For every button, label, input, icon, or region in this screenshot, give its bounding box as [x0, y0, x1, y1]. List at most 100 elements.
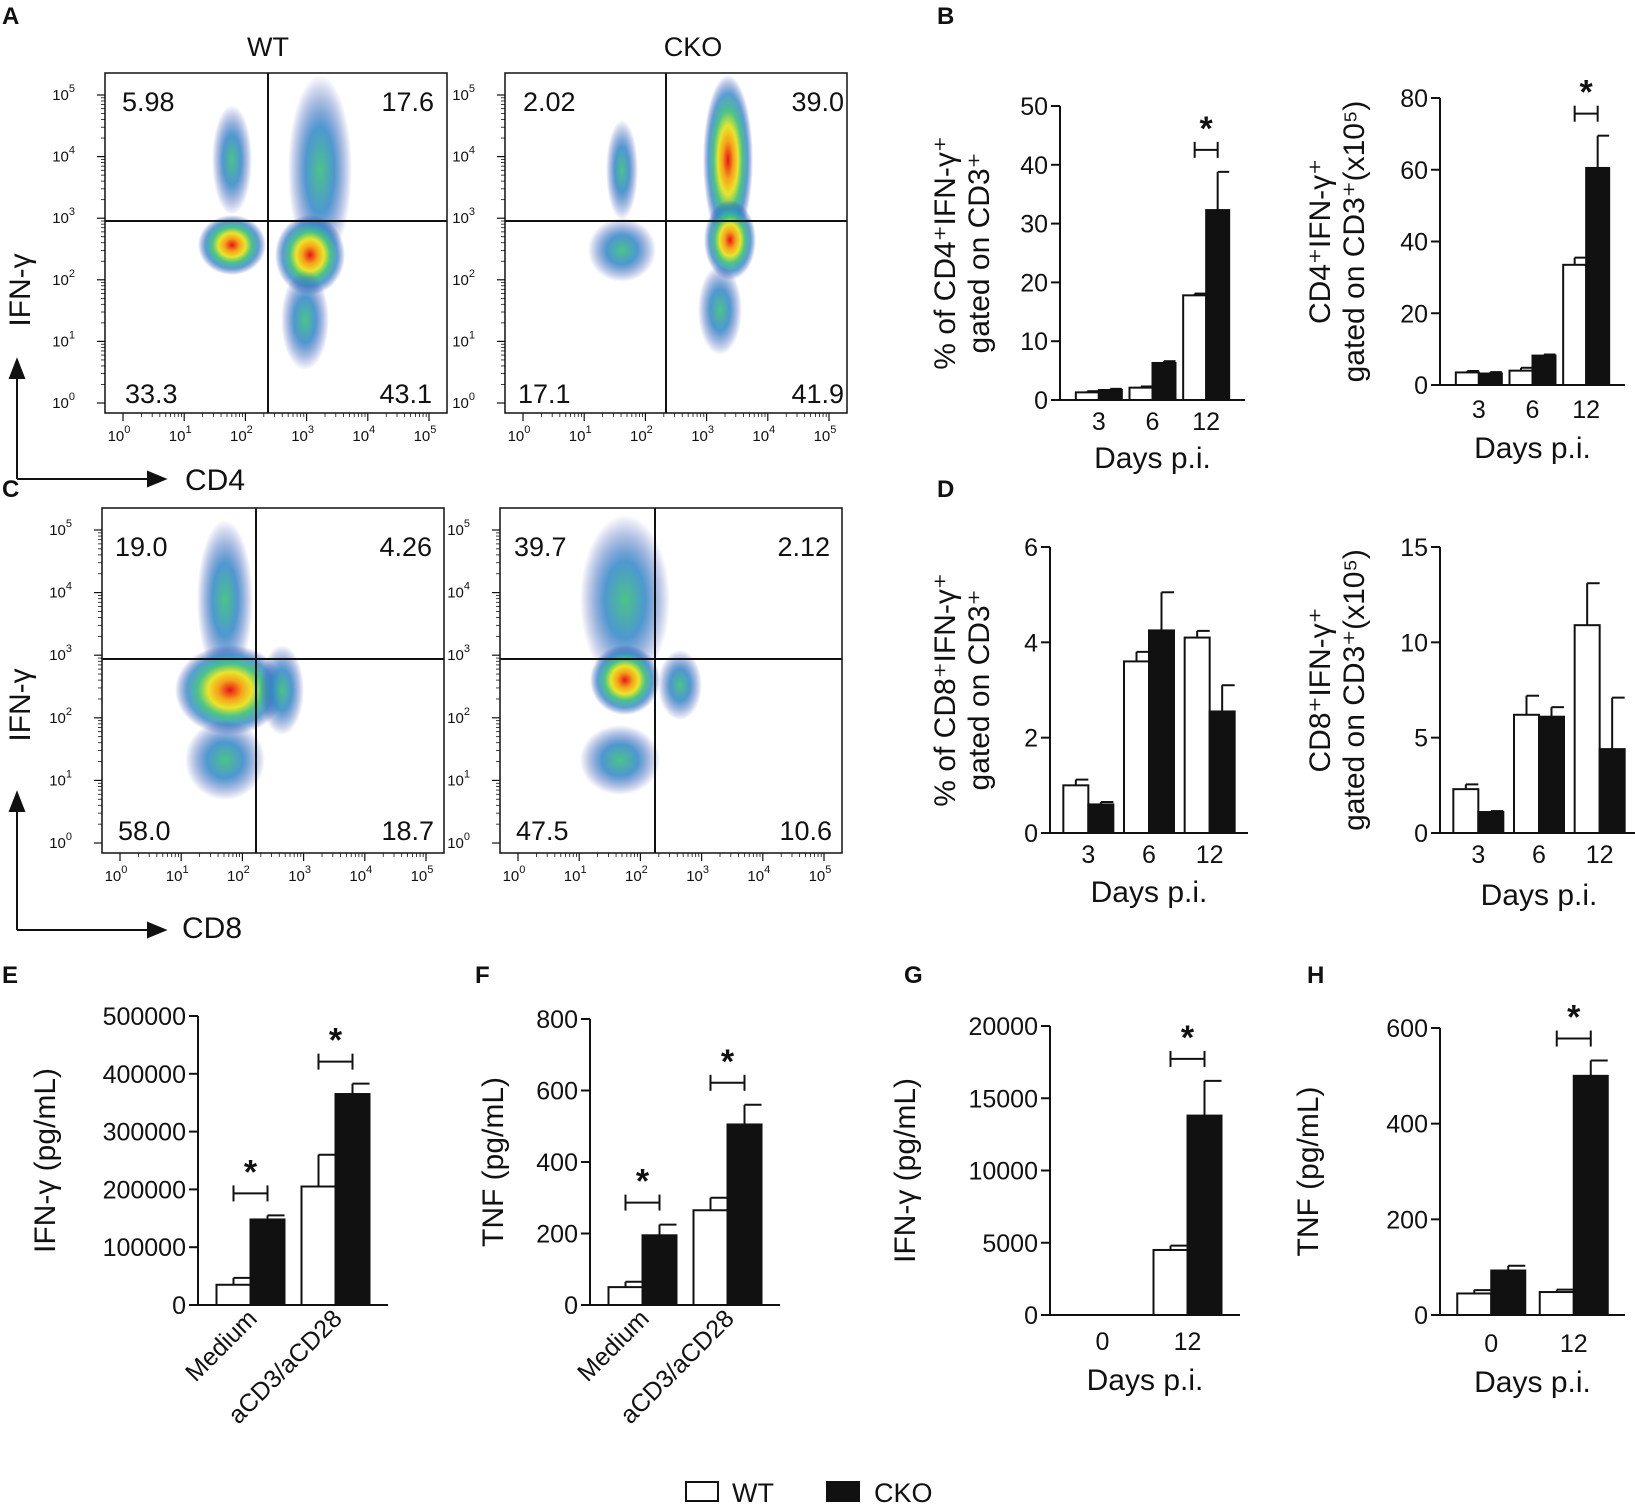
y-tick-label: 103: [447, 643, 470, 664]
x-tick-exponent: 1: [182, 864, 188, 876]
y-tick-exponent: 5: [469, 83, 475, 95]
quadrant-ur: 2.12: [777, 532, 830, 562]
y-tick-label: 101: [447, 768, 470, 789]
x-tick-label: 103: [691, 424, 714, 445]
y-tick-label: 10: [1400, 629, 1428, 657]
x-tick-label: 103: [288, 864, 311, 885]
y-tick-label: 103: [452, 206, 475, 227]
y-tick-label: 102: [447, 706, 470, 727]
bar-cko: [1477, 372, 1503, 386]
x-tick-label: 102: [230, 424, 253, 445]
y-axis-title: TNF (pg/mL): [477, 1077, 510, 1247]
y-tick-label: 104: [447, 581, 470, 602]
x-tick-exponent: 4: [366, 864, 372, 876]
y-tick-label: 20: [1400, 300, 1428, 328]
y-tick-label: 20: [1020, 269, 1048, 297]
y-tick-label: 60: [1400, 157, 1428, 185]
bar-cko: [1208, 710, 1236, 835]
x-tick-label: 102: [630, 424, 653, 445]
y-tick-exponent: 2: [66, 706, 72, 718]
bar-cko: [1477, 811, 1505, 835]
x-category-label: 12: [1572, 396, 1600, 424]
y-tick-label: 103: [52, 206, 75, 227]
y-tick-label: 101: [452, 329, 475, 350]
y-tick-label: 0: [1034, 387, 1048, 415]
y-tick-label: 300000: [103, 1119, 186, 1147]
x-tick-exponent: 3: [703, 864, 709, 876]
x-tick-exponent: 5: [825, 864, 831, 876]
y-tick-exponent: 4: [66, 581, 72, 593]
x-category-label: 3: [1471, 841, 1485, 869]
y-tick-label: 6: [1024, 534, 1038, 562]
bar-wt: [1062, 784, 1090, 834]
x-tick-exponent: 4: [769, 424, 775, 436]
significance-star: *: [721, 1043, 735, 1081]
y-tick-label: 100: [49, 831, 72, 852]
x-tick-label: 104: [752, 424, 775, 445]
y-tick-exponent: 1: [469, 329, 475, 341]
density-cloud: [175, 520, 304, 800]
x-tick-label: 105: [814, 424, 837, 445]
y-tick-label: 102: [49, 706, 72, 727]
y-tick-label: 40: [1020, 152, 1048, 180]
y-tick-label: 102: [452, 268, 475, 289]
chart-H: 0 200 400 600 TNF (pg/mL) 0 12 * Days p.i.: [1292, 999, 1625, 1399]
x-category-label: 6: [1146, 408, 1160, 436]
x-category-label: 12: [1196, 841, 1224, 869]
y-tick-label: 50: [1020, 93, 1048, 121]
quadrant-lr: 18.7: [381, 816, 434, 846]
bar-wt: [300, 1185, 337, 1307]
x-tick-exponent: 2: [244, 864, 250, 876]
legend-swatch-wt: [685, 1481, 719, 1502]
y-tick-exponent: 5: [464, 518, 470, 530]
y-tick-label: 100: [447, 831, 470, 852]
bar-cko: [1087, 803, 1115, 835]
x-axis-title: Days p.i.: [1087, 1364, 1204, 1397]
bar-wt: [1513, 713, 1540, 835]
panel-label-F: F: [475, 962, 490, 989]
bar-wt: [1454, 371, 1480, 387]
y-tick-exponent: 2: [469, 268, 475, 280]
y-tick-exponent: 2: [464, 706, 470, 718]
legend: WT CKO: [685, 1478, 933, 1508]
quadrant-lr: 43.1: [379, 379, 432, 409]
y-tick-exponent: 4: [469, 145, 475, 157]
y-tick-label: 0: [564, 1292, 578, 1320]
y-tick-exponent: 5: [69, 83, 75, 95]
y-tick-label: 20000: [968, 1013, 1038, 1041]
x-category-label: Medium: [180, 1304, 263, 1387]
y-tick-label: 104: [49, 581, 72, 602]
x-tick-label: 103: [686, 864, 709, 885]
chart-G: 0 5000 10000 15000 20000 IFN-γ (pg/mL) 0 12 * Day…: [889, 1013, 1240, 1397]
bar-cko: [1585, 166, 1611, 386]
x-tick-label: 102: [625, 864, 648, 885]
y-axis-title-line: % of CD8⁺IFN-γ⁺: [929, 573, 962, 806]
x-tick-exponent: 2: [247, 424, 253, 436]
y-tick-label: 600: [1386, 1015, 1428, 1043]
y-axis-title: IFN-γ (pg/mL): [889, 1078, 922, 1263]
y-tick-label: 200: [1386, 1206, 1428, 1234]
legend-label-cko: CKO: [874, 1478, 933, 1508]
y-tick-exponent: 3: [69, 206, 75, 218]
y-tick-label: 5: [1414, 725, 1428, 753]
x-tick-exponent: 1: [185, 424, 191, 436]
y-tick-label: 101: [49, 768, 72, 789]
y-tick-label: 400: [536, 1149, 578, 1177]
x-tick-label: 100: [108, 424, 131, 445]
panel-label-C: C: [2, 476, 19, 503]
flow-x-marker: CD8: [182, 912, 242, 945]
y-axis-title: CD8⁺IFN-γ⁺gated on CD3⁺(x10⁵): [1304, 549, 1371, 831]
y-tick-exponent: 0: [69, 391, 75, 403]
x-tick-exponent: 4: [369, 424, 375, 436]
x-tick-label: 104: [352, 424, 375, 445]
bar-wt: [1152, 1248, 1189, 1316]
flow-panel-C: 19.0 4.26 58.0 18.7 39.7 2.12 47.5 10.6 …: [4, 507, 843, 945]
y-tick-label: 102: [52, 268, 75, 289]
x-tick-exponent: 0: [124, 424, 130, 436]
y-axis-title-line: IFN-γ (pg/mL): [29, 1068, 62, 1253]
y-tick-label: 15000: [968, 1085, 1038, 1113]
y-tick-label: 800: [536, 1006, 578, 1034]
y-tick-label: 0: [172, 1292, 186, 1320]
y-axis-title: TNF (pg/mL): [1292, 1086, 1325, 1256]
quadrant-lr: 41.9: [791, 379, 844, 409]
